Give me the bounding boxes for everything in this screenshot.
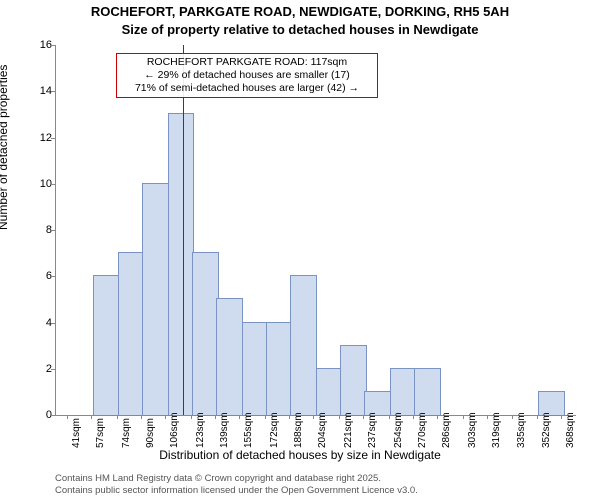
y-tick-mark — [51, 45, 55, 46]
x-tick-mark — [413, 415, 414, 419]
x-tick-label: 254sqm — [393, 412, 404, 448]
y-tick-label: 2 — [34, 363, 52, 375]
x-axis-label: Distribution of detached houses by size … — [0, 448, 600, 462]
annotation-box: ROCHEFORT PARKGATE ROAD: 117sqm ← 29% of… — [116, 53, 378, 98]
x-tick-label: 172sqm — [269, 412, 280, 448]
x-tick-mark — [512, 415, 513, 419]
y-tick-label: 14 — [34, 85, 52, 97]
x-tick-mark — [91, 415, 92, 419]
histogram-bar — [316, 368, 343, 415]
x-tick-mark — [363, 415, 364, 419]
x-tick-mark — [165, 415, 166, 419]
annotation-line-2: ← 29% of detached houses are smaller (17… — [121, 69, 373, 82]
x-tick-label: 155sqm — [243, 412, 254, 448]
plot-area: ROCHEFORT PARKGATE ROAD: 117sqm ← 29% of… — [55, 45, 576, 416]
histogram-bar — [142, 183, 169, 415]
y-tick-mark — [51, 230, 55, 231]
x-tick-mark — [215, 415, 216, 419]
y-tick-label: 8 — [34, 224, 52, 236]
attribution-text: Contains HM Land Registry data © Crown c… — [55, 473, 418, 496]
x-tick-label: 270sqm — [417, 412, 428, 448]
x-tick-label: 90sqm — [145, 418, 156, 448]
x-tick-label: 41sqm — [71, 418, 82, 448]
histogram-bar — [390, 368, 417, 415]
x-tick-mark — [339, 415, 340, 419]
x-tick-mark — [389, 415, 390, 419]
y-tick-label: 4 — [34, 317, 52, 329]
histogram-bar — [118, 252, 145, 415]
y-tick-label: 12 — [34, 132, 52, 144]
attribution-line-2: Contains public sector information licen… — [55, 485, 418, 496]
chart-title-1: ROCHEFORT, PARKGATE ROAD, NEWDIGATE, DOR… — [0, 4, 600, 19]
x-tick-label: 106sqm — [169, 412, 180, 448]
chart-title-2: Size of property relative to detached ho… — [0, 22, 600, 37]
x-tick-mark — [463, 415, 464, 419]
x-tick-mark — [141, 415, 142, 419]
x-tick-mark — [537, 415, 538, 419]
y-tick-mark — [51, 184, 55, 185]
histogram-bar — [216, 298, 243, 415]
x-tick-mark — [289, 415, 290, 419]
reference-line — [183, 45, 184, 415]
chart-container: ROCHEFORT, PARKGATE ROAD, NEWDIGATE, DOR… — [0, 0, 600, 500]
y-tick-mark — [51, 369, 55, 370]
x-tick-label: 319sqm — [491, 412, 502, 448]
histogram-bar — [168, 113, 195, 415]
x-tick-mark — [561, 415, 562, 419]
x-tick-label: 57sqm — [95, 418, 106, 448]
x-tick-label: 123sqm — [195, 412, 206, 448]
y-tick-mark — [51, 323, 55, 324]
x-tick-label: 368sqm — [565, 412, 576, 448]
histogram-bar — [364, 391, 391, 415]
x-tick-label: 237sqm — [367, 412, 378, 448]
y-tick-mark — [51, 276, 55, 277]
histogram-bar — [538, 391, 565, 415]
x-tick-mark — [239, 415, 240, 419]
x-tick-mark — [487, 415, 488, 419]
x-tick-mark — [117, 415, 118, 419]
y-tick-mark — [51, 138, 55, 139]
histogram-bar — [93, 275, 120, 415]
x-tick-label: 139sqm — [219, 412, 230, 448]
y-tick-mark — [51, 415, 55, 416]
x-tick-mark — [67, 415, 68, 419]
histogram-bar — [192, 252, 219, 415]
histogram-bar — [414, 368, 441, 415]
annotation-line-3: 71% of semi-detached houses are larger (… — [121, 82, 373, 95]
x-tick-label: 352sqm — [541, 412, 552, 448]
y-axis-label: Number of detached properties — [0, 65, 10, 230]
x-tick-label: 188sqm — [293, 412, 304, 448]
x-tick-mark — [437, 415, 438, 419]
x-tick-label: 335sqm — [516, 412, 527, 448]
x-tick-label: 286sqm — [441, 412, 452, 448]
histogram-bar — [266, 322, 293, 416]
y-tick-label: 16 — [34, 39, 52, 51]
x-tick-mark — [265, 415, 266, 419]
x-tick-mark — [313, 415, 314, 419]
x-tick-label: 204sqm — [317, 412, 328, 448]
x-tick-label: 303sqm — [467, 412, 478, 448]
x-tick-mark — [191, 415, 192, 419]
histogram-bar — [340, 345, 367, 415]
x-tick-label: 221sqm — [343, 412, 354, 448]
y-tick-mark — [51, 91, 55, 92]
attribution-line-1: Contains HM Land Registry data © Crown c… — [55, 473, 418, 484]
y-tick-label: 10 — [34, 178, 52, 190]
x-tick-label: 74sqm — [121, 418, 132, 448]
histogram-bar — [242, 322, 269, 416]
y-tick-label: 0 — [34, 409, 52, 421]
histogram-bar — [290, 275, 317, 415]
y-tick-label: 6 — [34, 270, 52, 282]
annotation-line-1: ROCHEFORT PARKGATE ROAD: 117sqm — [121, 56, 373, 69]
